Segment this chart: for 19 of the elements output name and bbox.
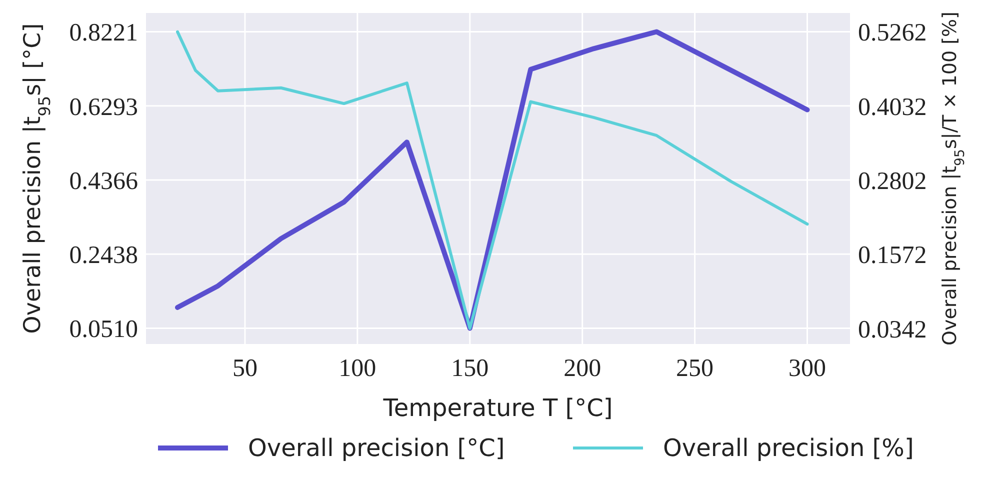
y-tick-label: 0.2438 bbox=[69, 242, 138, 270]
legend-label: Overall precision [°C] bbox=[248, 434, 505, 462]
y-tick-label: 0.0510 bbox=[69, 316, 138, 344]
x-tick-label: 200 bbox=[564, 355, 602, 382]
y2-tick-label: 0.0342 bbox=[858, 316, 927, 344]
y-tick-label: 0.4366 bbox=[69, 168, 138, 195]
x-tick-label: 150 bbox=[451, 355, 489, 382]
x-axis-title: Temperature T [°C] bbox=[382, 394, 613, 422]
x-tick-label: 250 bbox=[676, 355, 714, 382]
y2-tick-label: 0.1572 bbox=[858, 242, 927, 270]
y-tick-label: 0.6293 bbox=[69, 94, 138, 121]
y2-tick-label: 0.5262 bbox=[858, 20, 927, 47]
y2-tick-label: 0.4032 bbox=[858, 94, 927, 121]
x-tick-label: 300 bbox=[788, 355, 826, 382]
legend-label: Overall precision [%] bbox=[663, 434, 914, 462]
y2-tick-label: 0.2802 bbox=[858, 168, 927, 195]
y-tick-label: 0.8221 bbox=[69, 20, 138, 47]
x-tick-label: 50 bbox=[232, 355, 258, 382]
x-tick-label: 100 bbox=[338, 355, 376, 382]
